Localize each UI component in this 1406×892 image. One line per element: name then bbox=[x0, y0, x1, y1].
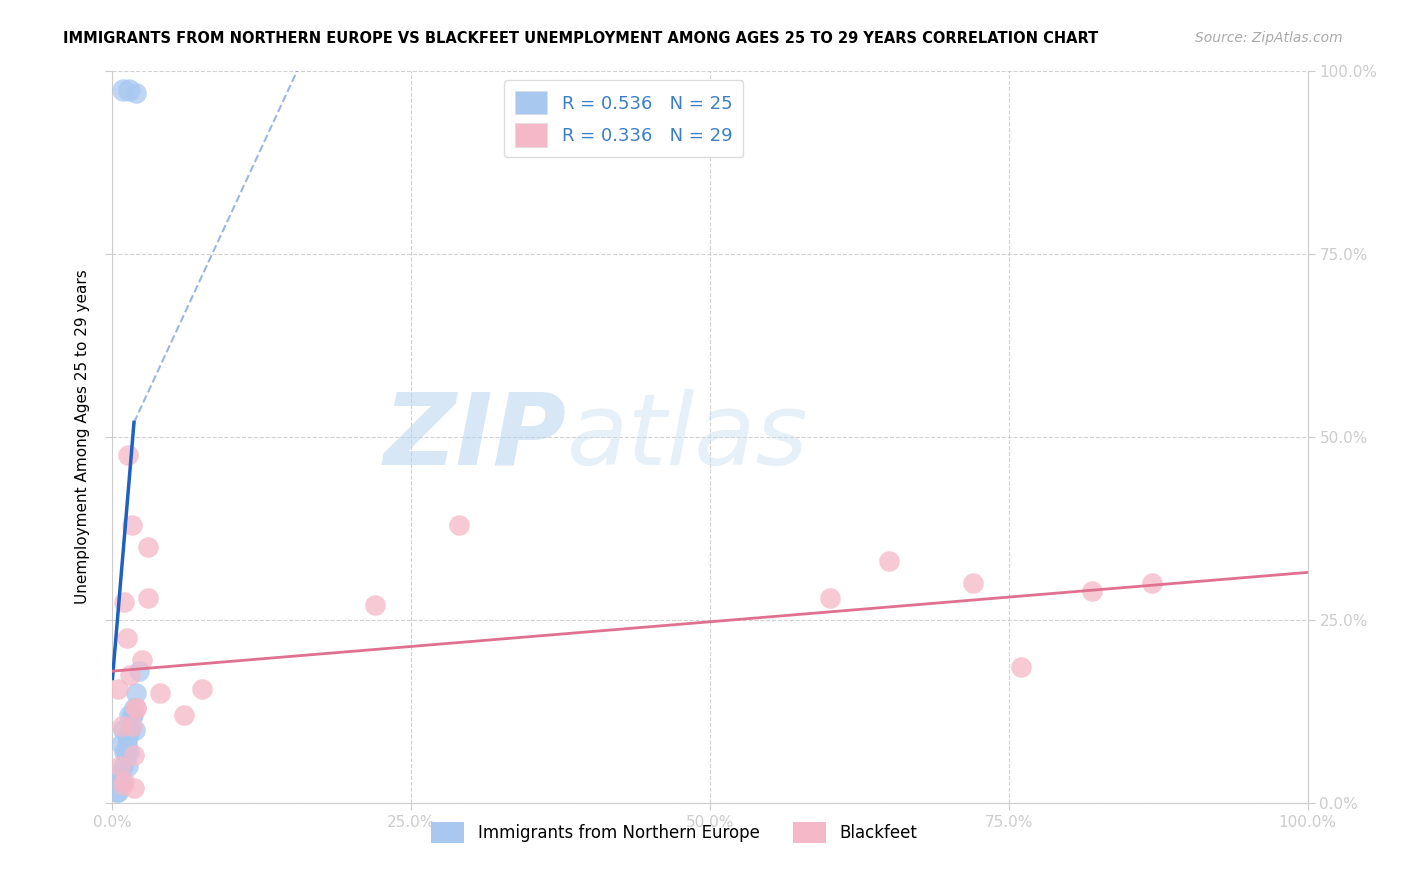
Point bbox=[111, 773, 134, 788]
Point bbox=[108, 759, 131, 773]
Point bbox=[122, 700, 145, 714]
Point bbox=[107, 682, 129, 697]
Point bbox=[1081, 583, 1104, 598]
Point bbox=[114, 745, 135, 759]
Text: atlas: atlas bbox=[567, 389, 808, 485]
Point bbox=[117, 730, 139, 744]
Point bbox=[879, 554, 901, 568]
Text: IMMIGRANTS FROM NORTHERN EUROPE VS BLACKFEET UNEMPLOYMENT AMONG AGES 25 TO 29 YE: IMMIGRANTS FROM NORTHERN EUROPE VS BLACK… bbox=[63, 31, 1098, 46]
Point bbox=[1010, 660, 1032, 674]
Point bbox=[125, 686, 148, 700]
Point bbox=[121, 719, 143, 733]
Point bbox=[122, 748, 145, 763]
Point bbox=[191, 682, 214, 697]
Text: ZIP: ZIP bbox=[384, 389, 567, 485]
Point bbox=[114, 773, 135, 788]
Point bbox=[121, 517, 143, 532]
Point bbox=[110, 773, 132, 788]
Point bbox=[111, 719, 134, 733]
Point bbox=[173, 708, 195, 723]
Point bbox=[125, 87, 148, 101]
Point bbox=[447, 517, 470, 532]
Point bbox=[131, 653, 153, 667]
Point bbox=[138, 540, 160, 554]
Point bbox=[112, 759, 135, 773]
Point bbox=[112, 83, 135, 97]
Point bbox=[118, 708, 141, 723]
Point bbox=[120, 723, 142, 737]
Point bbox=[115, 632, 138, 646]
Text: Source: ZipAtlas.com: Source: ZipAtlas.com bbox=[1195, 31, 1343, 45]
Point bbox=[1142, 576, 1164, 591]
Point bbox=[112, 723, 135, 737]
Point bbox=[115, 737, 138, 751]
Point bbox=[112, 778, 135, 792]
Point bbox=[120, 667, 142, 681]
Y-axis label: Unemployment Among Ages 25 to 29 years: Unemployment Among Ages 25 to 29 years bbox=[75, 269, 90, 605]
Point bbox=[107, 785, 129, 799]
Point bbox=[110, 737, 132, 751]
Point bbox=[128, 664, 150, 678]
Point bbox=[118, 745, 141, 759]
Point bbox=[105, 785, 128, 799]
Point bbox=[149, 686, 172, 700]
Point bbox=[117, 448, 139, 462]
Point bbox=[114, 745, 136, 759]
Point bbox=[125, 700, 148, 714]
Point bbox=[114, 594, 135, 608]
Point bbox=[125, 700, 148, 714]
Point bbox=[121, 708, 143, 723]
Point bbox=[818, 591, 841, 605]
Point bbox=[124, 723, 146, 737]
Point bbox=[121, 708, 143, 723]
Point bbox=[117, 759, 139, 773]
Legend: Immigrants from Northern Europe, Blackfeet: Immigrants from Northern Europe, Blackfe… bbox=[425, 815, 924, 849]
Point bbox=[364, 599, 387, 613]
Point bbox=[108, 766, 131, 780]
Point bbox=[122, 781, 145, 796]
Point bbox=[111, 773, 134, 788]
Point bbox=[138, 591, 160, 605]
Point bbox=[118, 83, 141, 97]
Point bbox=[962, 576, 984, 591]
Point bbox=[114, 745, 136, 759]
